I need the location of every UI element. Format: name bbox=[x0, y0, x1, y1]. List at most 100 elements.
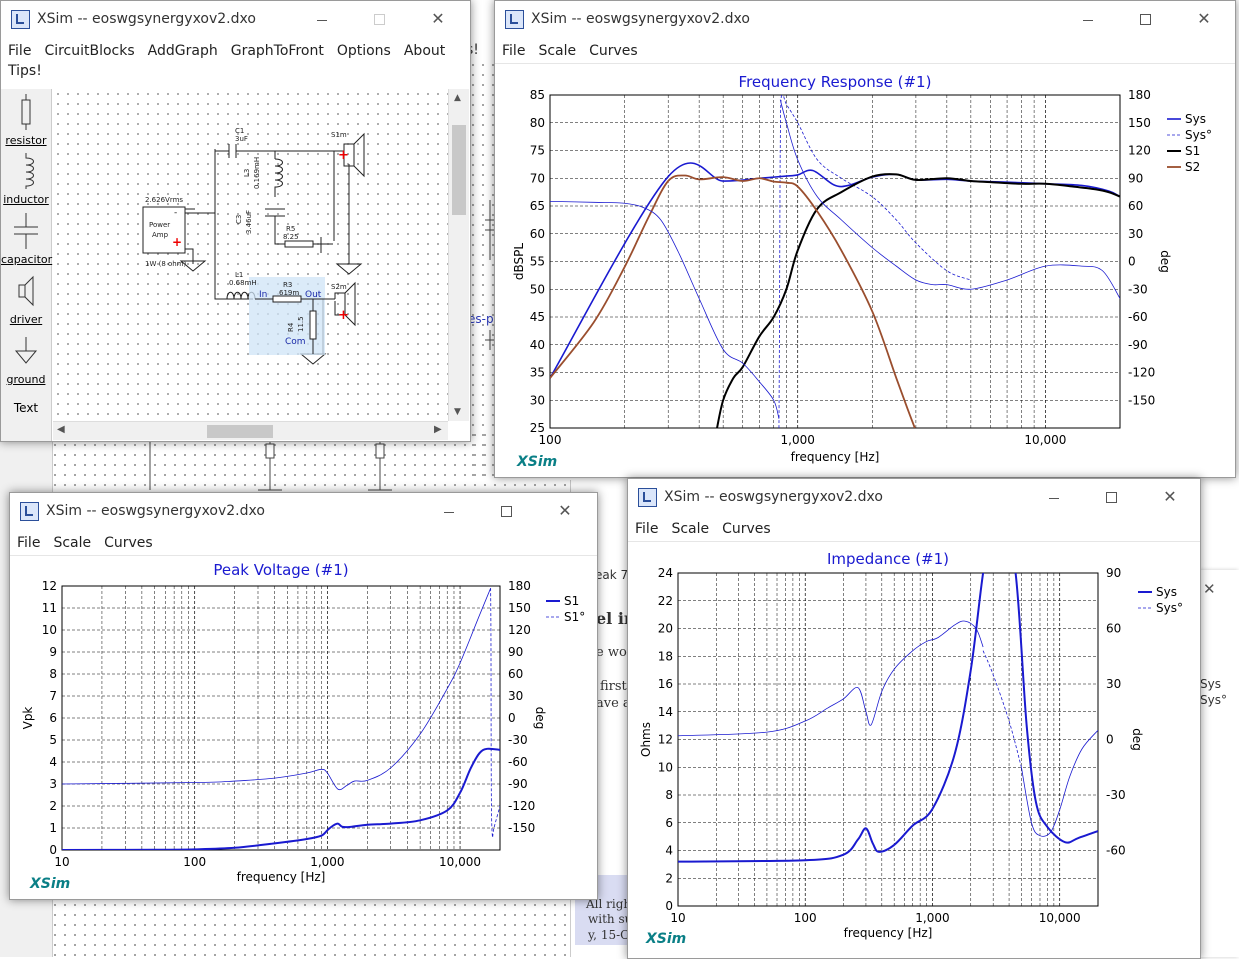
y-tick-label: 55 bbox=[530, 255, 545, 269]
y2-tick-label: -150 bbox=[1128, 393, 1155, 407]
series-line-s1-phase bbox=[490, 588, 500, 838]
menu-addgraph[interactable]: AddGraph bbox=[147, 43, 218, 59]
y-tick-label: 20 bbox=[658, 622, 673, 636]
y2-tick-label: 180 bbox=[508, 579, 531, 593]
maximize-button[interactable] bbox=[483, 496, 529, 526]
bg-close-icon[interactable]: ✕ bbox=[1203, 580, 1216, 598]
tool-text-label: Text bbox=[13, 401, 39, 415]
y2-tick-label: -60 bbox=[508, 755, 528, 769]
menu-file[interactable]: File bbox=[635, 521, 659, 537]
tool-driver[interactable]: driver bbox=[1, 273, 51, 328]
vertical-scrollbar[interactable]: ▲ ▼ bbox=[448, 89, 469, 421]
frequency-response-chart[interactable]: 25 30 35 40 45 50 55 60 65 70 75 80 85 -150 -120 -90 -60… bbox=[495, 64, 1235, 474]
tool-inductor-label: inductor bbox=[3, 193, 49, 206]
y2-tick-label: 60 bbox=[1128, 199, 1143, 213]
in-label: In bbox=[259, 290, 267, 300]
amp-name-2: Amp bbox=[152, 231, 169, 239]
tool-resistor[interactable]: resistor bbox=[1, 94, 51, 149]
close-button[interactable]: ✕ bbox=[1163, 487, 1177, 506]
chart-title: Frequency Response (#1) bbox=[739, 73, 932, 91]
minimize-button[interactable] bbox=[426, 496, 472, 526]
y-tick-label: 45 bbox=[530, 310, 545, 324]
title-bar[interactable]: XSim -- eoswgsynergyxov2.dxo ✕ bbox=[10, 493, 597, 531]
x-axis-label: frequency [Hz] bbox=[844, 926, 933, 940]
menu-curves[interactable]: Curves bbox=[722, 521, 771, 537]
chart-title: Impedance (#1) bbox=[827, 550, 949, 568]
menu-curves[interactable]: Curves bbox=[104, 535, 153, 551]
horizontal-scrollbar[interactable]: ◀ ▶ bbox=[53, 421, 448, 440]
menu-file[interactable]: File bbox=[8, 43, 32, 59]
minimize-button[interactable] bbox=[1031, 482, 1077, 512]
title-bar[interactable]: XSim -- eoswgsynergyxov2.dxo ✕ bbox=[1, 1, 470, 39]
tool-capacitor[interactable]: capacitor bbox=[1, 213, 52, 268]
bg-frag-ewo: e wo bbox=[596, 645, 627, 660]
series-line-phase-segment bbox=[550, 200, 780, 419]
peak-voltage-chart[interactable]: 0123456789101112-150-120-90-60-300306090… bbox=[10, 556, 597, 896]
tool-ground[interactable]: ground bbox=[1, 333, 51, 388]
tool-inductor[interactable]: inductor bbox=[1, 153, 51, 208]
menu-tips[interactable]: Tips! bbox=[8, 63, 42, 79]
y2-tick-label: 0 bbox=[508, 711, 516, 725]
y2-tick-label: -60 bbox=[1106, 844, 1126, 858]
menu-file[interactable]: File bbox=[17, 535, 41, 551]
bg-frag-withs: with su bbox=[588, 912, 633, 926]
series-line-s1 bbox=[716, 173, 1120, 428]
menu-file[interactable]: File bbox=[502, 43, 526, 59]
peak-voltage-window: XSim -- eoswgsynergyxov2.dxo ✕ File Scale… bbox=[9, 492, 598, 900]
menu-scale[interactable]: Scale bbox=[538, 43, 577, 59]
menu-about[interactable]: About bbox=[403, 43, 446, 59]
xsim-brand: XSim bbox=[30, 876, 71, 892]
scroll-right-icon[interactable]: ▶ bbox=[434, 424, 442, 435]
r4-label: R4 bbox=[287, 322, 295, 332]
scroll-down-icon[interactable]: ▼ bbox=[454, 407, 461, 417]
close-button[interactable]: ✕ bbox=[558, 501, 572, 520]
y-tick-label: 75 bbox=[530, 144, 545, 158]
x-tick-label: 10,000 bbox=[439, 855, 481, 869]
capacitor-icon bbox=[14, 213, 38, 249]
menu-graphtofront[interactable]: GraphToFront bbox=[230, 43, 324, 59]
scroll-thumb-v[interactable] bbox=[452, 125, 466, 215]
maximize-button[interactable] bbox=[356, 4, 402, 34]
l1-label: L1 bbox=[235, 271, 243, 279]
minimize-button[interactable] bbox=[1065, 4, 1111, 34]
tool-ground-label: ground bbox=[6, 373, 46, 386]
y2-tick-label: 90 bbox=[1128, 171, 1143, 185]
minimize-button[interactable] bbox=[299, 4, 345, 34]
menu-scale[interactable]: Scale bbox=[53, 535, 92, 551]
series-line-s1 bbox=[62, 747, 500, 850]
scroll-thumb-h[interactable] bbox=[207, 425, 273, 438]
scroll-up-icon[interactable]: ▲ bbox=[454, 93, 461, 103]
y-tick-label: 25 bbox=[530, 421, 545, 435]
bg-frag-avea: ave a bbox=[596, 696, 631, 711]
window-title: XSim -- eoswgsynergyxov2.dxo bbox=[37, 11, 256, 27]
close-button[interactable]: ✕ bbox=[431, 9, 445, 28]
menu-circuitblocks[interactable]: CircuitBlocks bbox=[44, 43, 135, 59]
y-tick-label: 6 bbox=[665, 816, 673, 830]
y-tick-label: 24 bbox=[658, 566, 673, 580]
scroll-left-icon[interactable]: ◀ bbox=[57, 424, 65, 435]
tool-text[interactable]: Text bbox=[1, 401, 51, 431]
y-tick-label: 0 bbox=[665, 899, 673, 913]
s2m-plus: + bbox=[338, 308, 349, 323]
bg-frag-sys: Sys bbox=[1200, 677, 1221, 691]
title-bar[interactable]: XSim -- eoswgsynergyxov2.dxo ✕ bbox=[628, 479, 1200, 517]
close-button[interactable]: ✕ bbox=[1197, 9, 1211, 28]
menu-scale[interactable]: Scale bbox=[671, 521, 710, 537]
x-tick-label: 1,000 bbox=[915, 911, 949, 925]
y-tick-label: 10 bbox=[658, 760, 673, 774]
y-tick-label: 18 bbox=[658, 649, 673, 663]
y-axis-label: Vpk bbox=[21, 707, 35, 730]
maximize-button[interactable] bbox=[1122, 4, 1168, 34]
menu-curves[interactable]: Curves bbox=[589, 43, 638, 59]
y2-tick-label: -90 bbox=[1128, 338, 1148, 352]
tool-driver-label: driver bbox=[9, 313, 43, 326]
circuit-canvas[interactable]: 2.626Vrms Power Amp 1W (8 ohm) + - C1 3u… bbox=[53, 89, 448, 421]
menu-options[interactable]: Options bbox=[336, 43, 391, 59]
amp-name-1: Power bbox=[149, 221, 170, 229]
l3-label: L3 bbox=[243, 169, 251, 177]
maximize-button[interactable] bbox=[1088, 482, 1134, 512]
y-tick-label: 30 bbox=[530, 393, 545, 407]
title-bar[interactable]: XSim -- eoswgsynergyxov2.dxo ✕ bbox=[495, 1, 1235, 39]
bg-frag-es: es-pa bbox=[468, 312, 501, 326]
